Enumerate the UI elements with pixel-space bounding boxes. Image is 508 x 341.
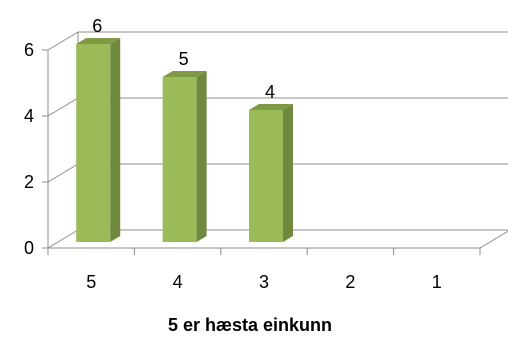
gridline-side [47,229,79,249]
data-label: 5 [179,49,189,69]
bar-top [249,104,293,110]
data-label: 6 [92,16,102,36]
axis-layer: 0 2 4 6 5 4 3 2 1 [24,40,508,292]
grid-layer [47,31,508,249]
y-tick-label: 6 [24,40,34,60]
labels-layer: 6 5 4 [92,16,275,102]
x-tick-label: 1 [432,272,442,292]
gridline-side [47,97,79,117]
data-label: 4 [265,82,275,102]
x-tick-label: 4 [173,272,183,292]
bars-layer [76,38,293,242]
x-tick-label: 5 [86,272,96,292]
bar-top [76,38,121,44]
x-tick-label: 2 [345,272,355,292]
gridline-side [47,163,79,183]
bar-side [110,38,121,242]
bar [162,71,207,242]
y-tick-label: 4 [24,106,34,126]
bar-front [162,77,197,242]
x-axis-title: 5 er hæsta einkunn [168,315,332,335]
y-tick-label: 0 [24,238,34,258]
bar-side [283,104,293,242]
gridline-side [47,31,79,51]
bar-front [249,110,283,242]
bar [76,38,121,242]
bar-front [76,44,111,242]
floor-right-edge [479,230,508,249]
bar [249,104,293,242]
y-tick-label: 2 [24,172,34,192]
bar-top [162,71,207,77]
x-tick-label: 3 [259,272,269,292]
bar-side [196,71,207,242]
